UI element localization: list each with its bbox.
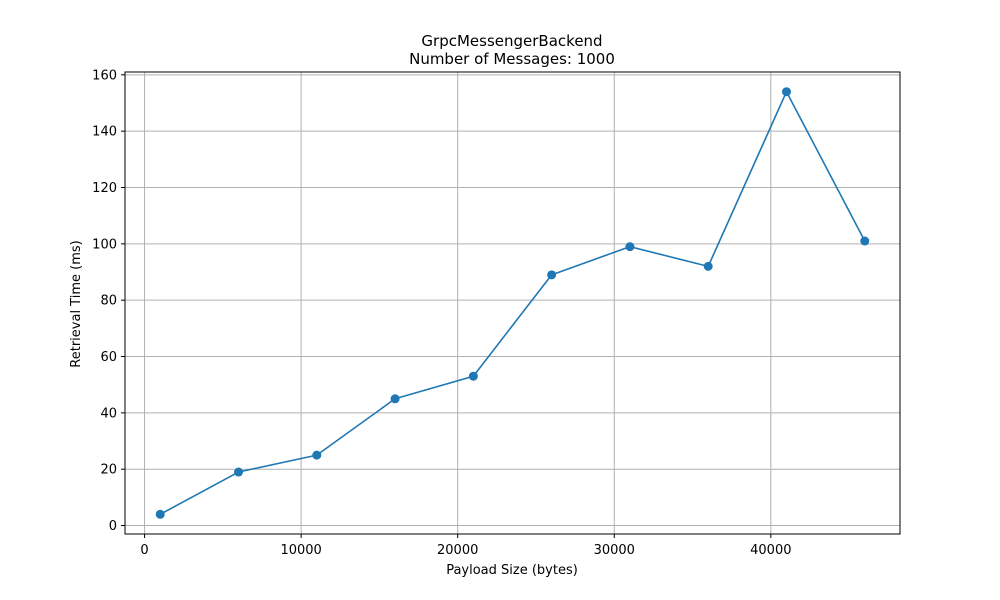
y-tick-label: 120 [92,181,117,196]
data-point [312,450,322,460]
data-point [234,467,244,477]
x-tick-label: 10000 [280,543,321,558]
y-tick-label: 0 [109,519,117,534]
y-axis-label: Retrieval Time (ms) [69,240,84,367]
chart-subtitle: Number of Messages: 1000 [409,50,615,68]
data-point [155,509,165,519]
data-point [860,236,870,246]
plot-frame [124,71,901,535]
y-tick-label: 80 [100,294,117,309]
y-tick-label: 140 [92,125,117,140]
y-tick-label: 60 [100,350,117,365]
y-tick-label: 40 [100,406,117,421]
ticks: 0 10000 20000 30000 40000 0 20 40 60 80 100 120 140 1… [92,68,791,558]
data-point [547,270,557,280]
x-tick-label: 20000 [437,543,478,558]
chart-title: GrpcMessengerBackend [421,32,602,50]
data-point [625,242,635,252]
series-line [159,90,866,515]
y-tick-label: 20 [100,463,117,478]
data-point [468,371,478,381]
data-point [390,394,400,404]
grid [125,72,900,534]
y-tick-label: 160 [92,68,117,83]
x-tick-label: 40000 [750,543,791,558]
data-point [703,261,713,271]
x-axis-label: Payload Size (bytes) [446,563,578,578]
x-tick-label: 0 [140,543,148,558]
series-layer [155,87,870,519]
y-tick-label: 100 [92,237,117,252]
x-tick-label: 30000 [594,543,635,558]
data-point [781,87,791,97]
